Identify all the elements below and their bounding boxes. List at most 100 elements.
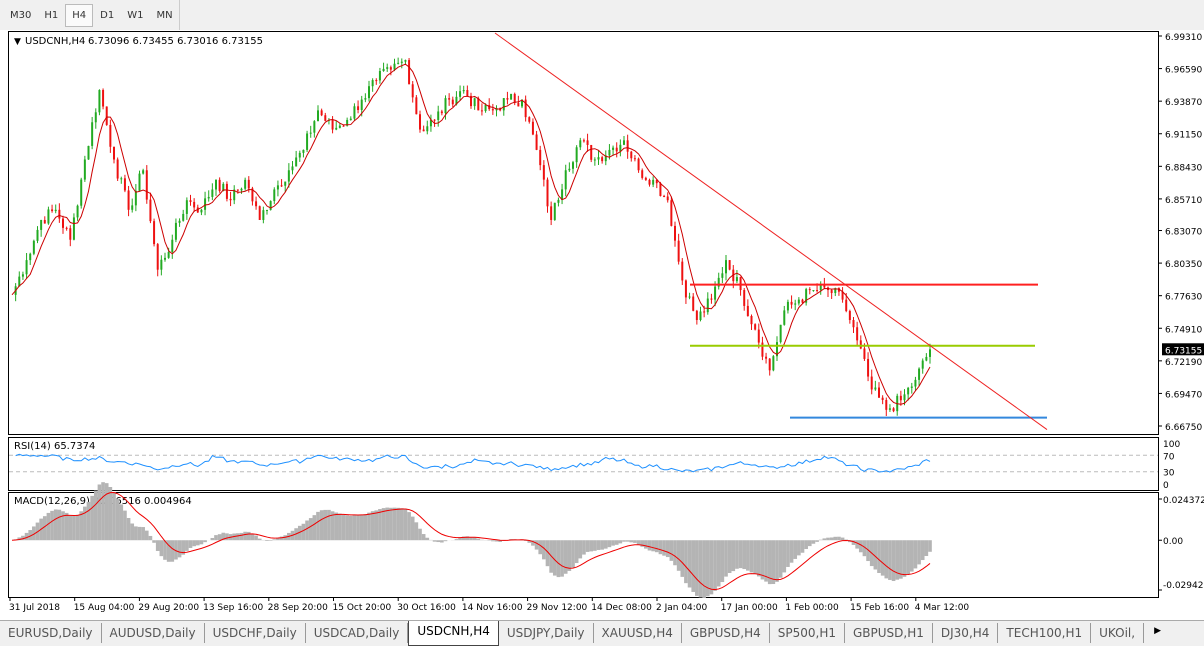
candle [335, 128, 337, 130]
candle [62, 219, 64, 228]
macd-histogram-bar [79, 511, 83, 540]
candle [350, 119, 352, 120]
macd-histogram-bar [589, 540, 593, 551]
macd-histogram-bar [903, 540, 907, 577]
chart-tab[interactable]: XAUUSD,H4 [594, 623, 682, 643]
candle [146, 170, 148, 199]
chart-tab[interactable]: UKOil, [1091, 623, 1144, 643]
macd-histogram-bar [925, 540, 929, 556]
candle [463, 90, 465, 91]
chart-tab[interactable]: USDCAD,Daily [306, 623, 409, 643]
macd-histogram-bar [436, 540, 440, 542]
candle [419, 114, 421, 129]
price-tick-label: 6.91150 [1165, 131, 1202, 141]
moving-average-line [12, 64, 930, 404]
time-tick-label: 15 Aug 04:00 [74, 603, 135, 613]
timeframe-d1[interactable]: D1 [94, 5, 120, 26]
candle [849, 311, 851, 320]
candle [798, 300, 800, 304]
timeframe-h4[interactable]: H4 [65, 4, 93, 27]
candle [853, 320, 855, 327]
macd-histogram-bar [425, 538, 429, 540]
timeframe-h1[interactable]: H1 [38, 5, 64, 26]
collapse-triangle-icon[interactable]: ▼ [14, 37, 21, 47]
macd-histogram-bar [254, 535, 258, 540]
macd-histogram-bar [739, 540, 743, 568]
candle [131, 205, 133, 209]
macd-histogram-bar [356, 515, 360, 540]
macd-histogram-bar [192, 540, 196, 546]
macd-histogram-bar [710, 540, 714, 594]
macd-histogram-bar [626, 540, 630, 541]
tab-scroll-right-icon[interactable]: ▶ [1144, 621, 1171, 644]
macd-histogram-bar [105, 483, 109, 540]
chart-tab[interactable]: USDCHF,Daily [205, 623, 306, 643]
chart-tab[interactable]: GBPUSD,H4 [682, 623, 770, 643]
chart-tab[interactable]: GBPUSD,H1 [845, 623, 933, 643]
macd-histogram-bar [422, 534, 426, 540]
candle [55, 210, 57, 211]
macd-histogram-bar [910, 540, 914, 571]
candle [528, 117, 530, 122]
candle [579, 140, 581, 147]
macd-histogram-bar [782, 540, 786, 572]
candle [707, 299, 709, 313]
symbol-label: USDCNH,H4 [25, 36, 85, 47]
macd-histogram-bar [495, 540, 499, 541]
candle [412, 84, 414, 97]
macd-histogram-bar [611, 540, 615, 545]
time-tick-label: 17 Jan 00:00 [721, 603, 778, 613]
candle [736, 277, 738, 281]
macd-histogram-bar [914, 540, 918, 568]
macd-histogram-bar [323, 510, 327, 540]
candle [547, 180, 549, 207]
candle [124, 178, 126, 190]
candle [262, 210, 264, 220]
chart-tab[interactable]: AUDUSD,Daily [102, 623, 205, 643]
last-price-label: 6.73155 [1165, 346, 1202, 356]
timeframe-w1[interactable]: W1 [121, 5, 149, 26]
macd-histogram-bar [382, 508, 386, 540]
candle [856, 327, 858, 340]
candle [576, 147, 578, 162]
candle [689, 297, 691, 298]
candle [481, 110, 483, 111]
macd-histogram-bar [833, 537, 837, 540]
chart-tab[interactable]: TECH100,H1 [998, 623, 1091, 643]
price-tick-label: 6.99310 [1165, 33, 1202, 43]
macd-histogram-bar [258, 539, 262, 541]
candle [383, 69, 385, 71]
candle [761, 343, 763, 357]
candle [397, 63, 399, 64]
timeframe-mn[interactable]: MN [150, 5, 178, 26]
macd-histogram-bar [130, 524, 134, 541]
macd-histogram-bar [593, 540, 597, 551]
candle [922, 361, 924, 369]
timeframe-m30[interactable]: M30 [4, 5, 37, 26]
macd-histogram-bar [801, 540, 805, 553]
pane-frames [8, 32, 1159, 598]
candle [685, 280, 687, 297]
macd-histogram-bar [196, 540, 200, 545]
macd-histogram-bar [98, 484, 102, 540]
macd-histogram-bar [892, 540, 896, 581]
candle [186, 200, 188, 214]
macd-histogram-bar [622, 540, 626, 541]
candle [324, 115, 326, 121]
chart-tab[interactable]: SP500,H1 [770, 623, 845, 643]
macd-histogram-bar [804, 540, 808, 549]
chart-tab[interactable]: USDCNH,H4 [408, 621, 499, 646]
candle [353, 106, 355, 118]
candle [128, 190, 130, 209]
chart-svg[interactable]: ▼ USDCNH,H4 6.73096 6.73455 6.73016 6.73… [0, 30, 1204, 620]
chart-tab[interactable]: USDJPY,Daily [499, 623, 594, 643]
candle [215, 180, 217, 190]
macd-histogram-bar [243, 532, 247, 540]
chart-window[interactable]: ▼ USDCNH,H4 6.73096 6.73455 6.73016 6.73… [0, 30, 1204, 620]
macd-histogram-bar [316, 512, 320, 540]
chart-tab[interactable]: EURUSD,Daily [0, 623, 102, 643]
macd-histogram-bar [538, 540, 542, 554]
candle [51, 209, 53, 211]
chart-tab[interactable]: DJ30,H4 [933, 623, 999, 643]
